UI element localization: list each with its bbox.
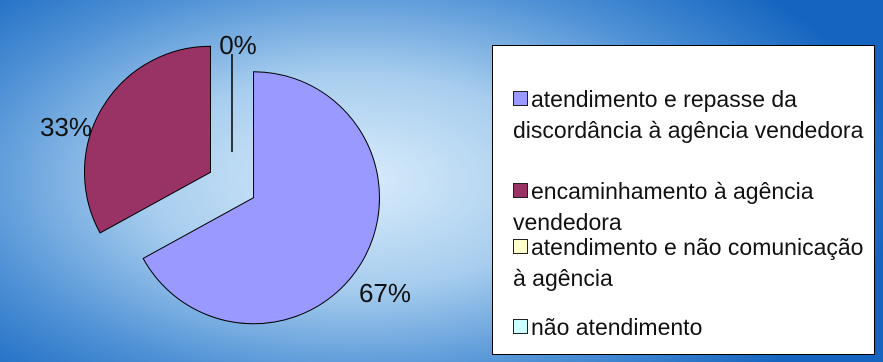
legend-label: encaminhamento à agência vendedora [513, 178, 814, 235]
legend-label: atendimento e não comunicação à agência [513, 234, 864, 291]
legend-label: atendimento e repasse da discordância à … [513, 86, 864, 143]
pie-slice [83, 45, 211, 234]
data-label: 67% [359, 278, 411, 308]
legend: atendimento e repasse da discordância à … [492, 45, 875, 355]
legend-swatch [513, 183, 528, 198]
data-label: 33% [40, 112, 92, 142]
legend-item-atendimento-repasse: atendimento e repasse da discordância à … [513, 84, 869, 146]
legend-swatch [513, 91, 528, 106]
legend-swatch [513, 239, 528, 254]
legend-item-nao-atendimento: não atendimento [513, 312, 869, 343]
legend-item-encaminhamento: encaminhamento à agência vendedora [513, 176, 869, 238]
legend-item-nao-comunicacao: atendimento e não comunicação à agência [513, 232, 869, 294]
legend-swatch [513, 319, 528, 334]
pie-slice [142, 71, 380, 325]
legend-label: não atendimento [531, 314, 703, 340]
data-label: 0% [219, 30, 257, 60]
